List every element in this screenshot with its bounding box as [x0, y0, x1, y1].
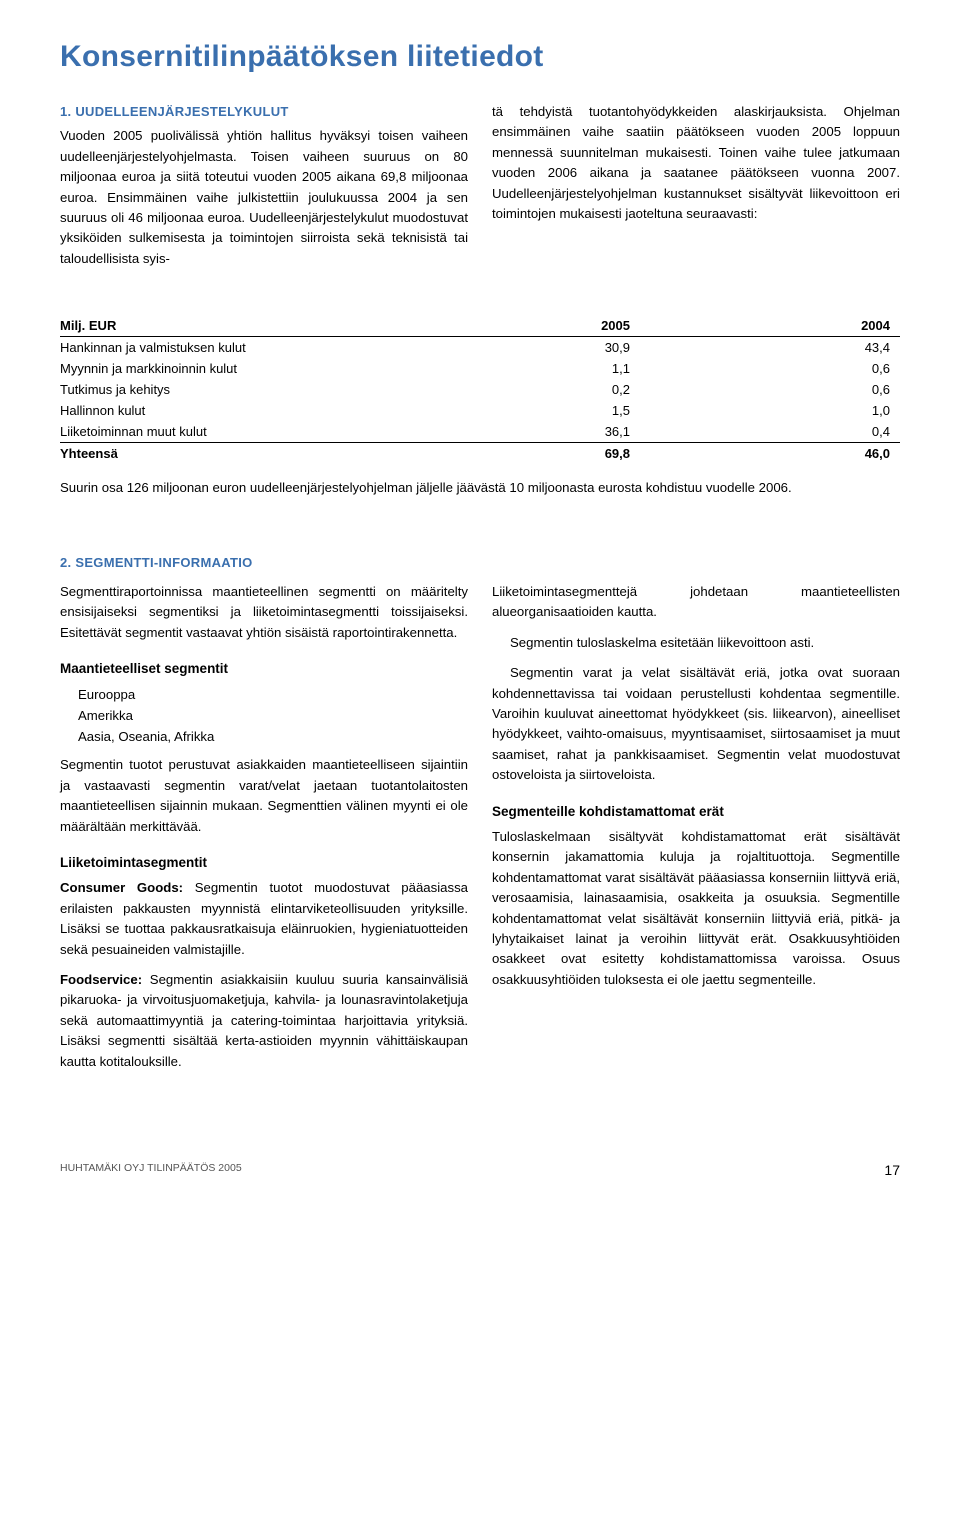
foodservice-label: Foodservice:	[60, 972, 142, 987]
table-cell-2004: 0,6	[690, 379, 900, 400]
table-header-label: Milj. EUR	[60, 315, 480, 337]
section-2-right-col: Liiketoimintasegmenttejä johdetaan maant…	[492, 582, 900, 1082]
table-cell-2005: 0,2	[480, 379, 690, 400]
section-2-left-p2: Segmentin tuotot perustuvat asiakkaiden …	[60, 755, 468, 837]
section-2-heading: 2. SEGMENTTI-INFORMAATIO	[60, 555, 900, 570]
table-cell-2004: 1,0	[690, 400, 900, 421]
footer-left-text: HUHTAMÄKI OYJ TILINPÄÄTÖS 2005	[60, 1162, 242, 1178]
table-total-row: Yhteensä 69,8 46,0	[60, 443, 900, 465]
geo-segment-item: Amerikka	[60, 705, 468, 726]
geo-segment-item: Eurooppa	[60, 684, 468, 705]
section-2-right-p4: Tuloslaskelmaan sisältyvät kohdistamatto…	[492, 827, 900, 991]
section-2-columns: Segmenttiraportoinnissa maantieteellinen…	[60, 582, 900, 1082]
table-row: Myynnin ja markkinoinnin kulut 1,1 0,6	[60, 358, 900, 379]
foodservice-para: Foodservice: Segmentin asiakkaisiin kuul…	[60, 970, 468, 1072]
table-cell-label: Myynnin ja markkinoinnin kulut	[60, 358, 480, 379]
geo-segments-heading: Maantieteelliset segmentit	[60, 659, 468, 680]
table-header-2005: 2005	[480, 315, 690, 337]
page-footer: HUHTAMÄKI OYJ TILINPÄÄTÖS 2005 17	[60, 1162, 900, 1178]
table-cell-label: Tutkimus ja kehitys	[60, 379, 480, 400]
section-2-left-col: Segmenttiraportoinnissa maantieteellinen…	[60, 582, 468, 1082]
table-cell-label: Liiketoiminnan muut kulut	[60, 421, 480, 443]
table-cell-2004: 43,4	[690, 337, 900, 359]
biz-segments-heading: Liiketoimintasegmentit	[60, 853, 468, 874]
table-header-2004: 2004	[690, 315, 900, 337]
table-cell-2005: 30,9	[480, 337, 690, 359]
table-cell-label: Hallinnon kulut	[60, 400, 480, 421]
table-total-2004: 46,0	[690, 443, 900, 465]
section-2-right-p3: Segmentin varat ja velat sisältävät eriä…	[492, 663, 900, 786]
page-title: Konsernitilinpäätöksen liitetiedot	[60, 40, 900, 74]
table-cell-2005: 36,1	[480, 421, 690, 443]
consumer-goods-para: Consumer Goods: Segmentin tuotot muodost…	[60, 878, 468, 960]
table-footnote: Suurin osa 126 miljoonan euron uudelleen…	[60, 478, 900, 498]
geo-segment-item: Aasia, Oseania, Afrikka	[60, 726, 468, 747]
section-1-left-para: Vuoden 2005 puolivälissä yhtiön hallitus…	[60, 126, 468, 269]
section-2: 2. SEGMENTTI-INFORMAATIO Segmenttiraport…	[60, 555, 900, 1082]
table-cell-2004: 0,6	[690, 358, 900, 379]
section-1-right-col: tä tehdyistä tuotantohyödykkeiden alaski…	[492, 102, 900, 279]
document-page: Konsernitilinpäätöksen liitetiedot 1. UU…	[0, 0, 960, 1208]
table-cell-2004: 0,4	[690, 421, 900, 443]
restructuring-costs-table: Milj. EUR 2005 2004 Hankinnan ja valmist…	[60, 315, 900, 464]
consumer-goods-label: Consumer Goods:	[60, 880, 183, 895]
table-total-2005: 69,8	[480, 443, 690, 465]
table-cell-2005: 1,1	[480, 358, 690, 379]
table-row: Liiketoiminnan muut kulut 36,1 0,4	[60, 421, 900, 443]
table-total-label: Yhteensä	[60, 443, 480, 465]
section-2-right-p2: Segmentin tuloslaskelma esitetään liikev…	[492, 633, 900, 653]
unallocated-heading: Segmenteille kohdistamattomat erät	[492, 802, 900, 823]
page-number: 17	[884, 1162, 900, 1178]
table-header-row: Milj. EUR 2005 2004	[60, 315, 900, 337]
table-cell-2005: 1,5	[480, 400, 690, 421]
section-2-left-p1: Segmenttiraportoinnissa maantieteellinen…	[60, 582, 468, 643]
section-1-heading: 1. UUDELLEENJÄRJESTELYKULUT	[60, 102, 468, 122]
section-1-left-col: 1. UUDELLEENJÄRJESTELYKULUT Vuoden 2005 …	[60, 102, 468, 279]
table-row: Tutkimus ja kehitys 0,2 0,6	[60, 379, 900, 400]
table-cell-label: Hankinnan ja valmistuksen kulut	[60, 337, 480, 359]
section-1: 1. UUDELLEENJÄRJESTELYKULUT Vuoden 2005 …	[60, 102, 900, 279]
section-1-right-para: tä tehdyistä tuotantohyödykkeiden alaski…	[492, 102, 900, 225]
table-row: Hankinnan ja valmistuksen kulut 30,9 43,…	[60, 337, 900, 359]
section-2-right-p1: Liiketoimintasegmenttejä johdetaan maant…	[492, 582, 900, 623]
table-row: Hallinnon kulut 1,5 1,0	[60, 400, 900, 421]
